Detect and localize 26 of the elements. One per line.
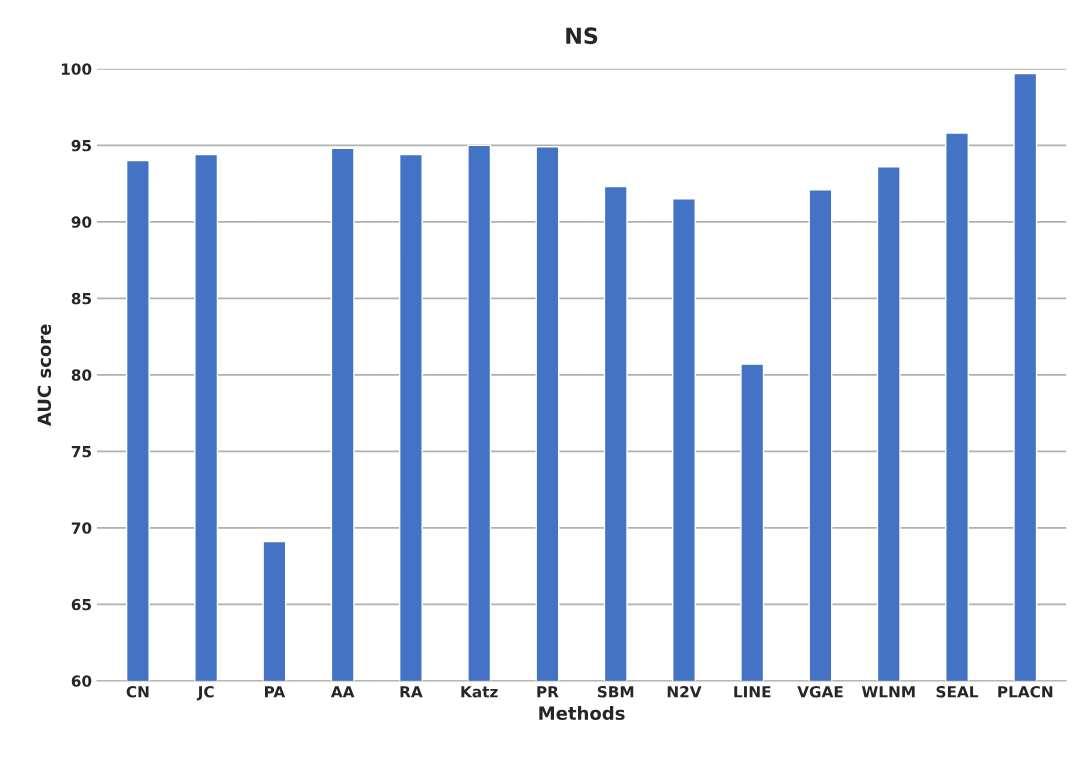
- y-tick-label: 65: [71, 598, 91, 611]
- x-axis-title: Methods: [539, 706, 625, 721]
- y-tick-label: 75: [71, 446, 91, 458]
- y-tick-label: 70: [71, 522, 92, 534]
- x-tick-label: LINE: [734, 686, 771, 698]
- x-tick-label: VGAE: [797, 685, 843, 698]
- x-tick-label: WLNM: [861, 686, 915, 698]
- x-tick-label: PR: [537, 686, 559, 698]
- x-tick-label: JC: [196, 685, 214, 701]
- x-tick-label: PLACN: [998, 685, 1053, 698]
- x-tick-label: CN: [126, 685, 149, 698]
- y-tick-label: 90: [71, 216, 92, 228]
- x-tick-label: AA: [330, 686, 355, 698]
- x-tick-label: SEAL: [936, 685, 979, 698]
- y-tick-label: 60: [71, 675, 92, 687]
- x-tick-label: Katz: [461, 686, 498, 698]
- y-tick-label: 85: [71, 292, 91, 305]
- y-tick-label: 95: [71, 139, 91, 152]
- y-axis-title: AUC score: [37, 324, 52, 427]
- x-tick-label: N2V: [667, 685, 702, 698]
- x-tick-label: PA: [265, 686, 286, 698]
- y-tick-label: 100: [61, 63, 92, 75]
- chart-title: NS: [566, 27, 598, 45]
- x-tick-label: SBM: [597, 685, 634, 698]
- x-tick-label: RA: [400, 686, 423, 698]
- y-tick-label: 80: [71, 369, 92, 381]
